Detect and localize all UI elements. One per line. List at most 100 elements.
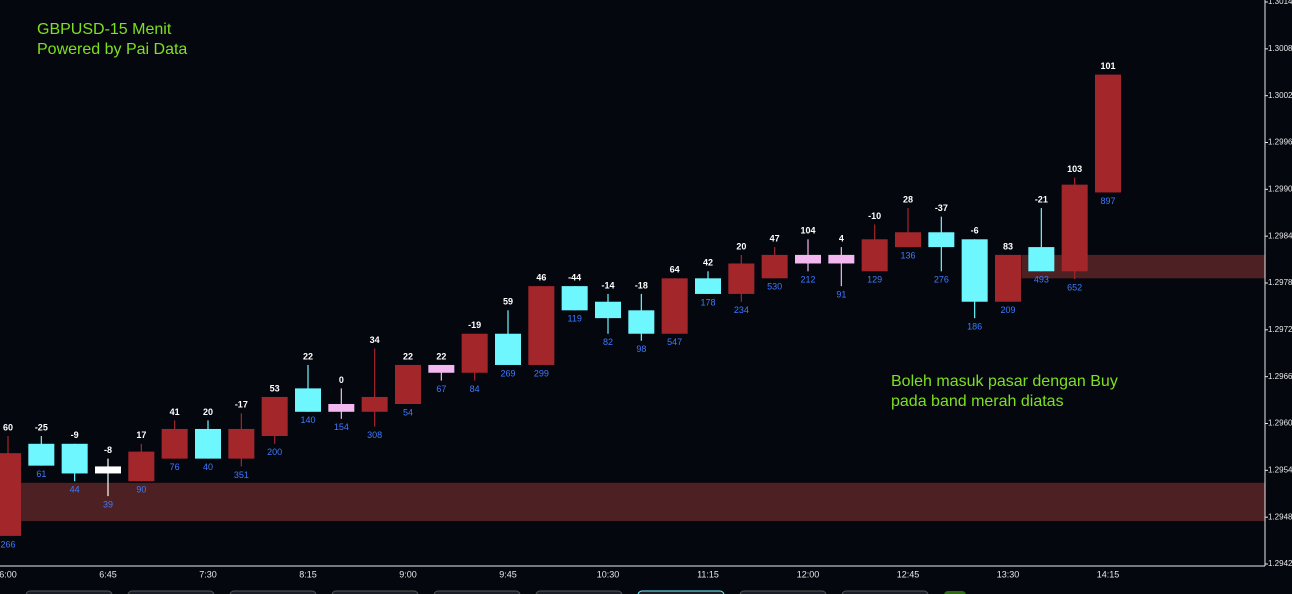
candle-body [461, 333, 488, 373]
x-tick-label: 7:30 [199, 569, 217, 579]
delta-label: 42 [703, 258, 713, 268]
x-tick-label: 13:30 [997, 569, 1020, 579]
candle-body [195, 428, 221, 459]
x-tick-label: 6:00 [0, 569, 17, 579]
candle-body [295, 388, 321, 412]
toolbar-button[interactable] [535, 590, 623, 594]
volume-label: 212 [800, 275, 815, 285]
volume-label: 351 [234, 470, 249, 480]
toolbar-button[interactable] [229, 590, 317, 594]
delta-label: 101 [1100, 61, 1115, 71]
volume-label: 61 [36, 469, 46, 479]
volume-label: 200 [267, 447, 282, 457]
volume-label: 652 [1067, 282, 1082, 292]
volume-label: 54 [403, 407, 413, 417]
y-tick-label: 1.2984 [1268, 231, 1292, 240]
price-zone [0, 482, 1265, 522]
y-tick-label: 1.3014 [1268, 0, 1292, 6]
delta-label: -37 [935, 203, 948, 213]
delta-label: -25 [35, 422, 48, 432]
volume-label: 493 [1034, 275, 1049, 285]
delta-label: -18 [635, 280, 648, 290]
volume-label: 530 [767, 282, 782, 292]
candle-body [328, 403, 355, 412]
y-tick-label: 1.2966 [1268, 372, 1292, 381]
volume-label: 44 [70, 485, 80, 495]
delta-label: -14 [601, 280, 614, 290]
delta-label: 59 [503, 297, 513, 307]
volume-label: 186 [967, 322, 982, 332]
candle-body [761, 254, 788, 279]
x-tick-label: 11:15 [697, 569, 719, 579]
candle-body [595, 301, 621, 319]
annotation: pada band merah diatas [891, 393, 1064, 410]
toolbar-button[interactable] [637, 590, 725, 594]
x-tick-label: 9:00 [399, 569, 417, 579]
volume-label: 98 [636, 344, 646, 354]
volume-label: 299 [534, 368, 549, 378]
candle-body [1061, 184, 1088, 272]
delta-label: -8 [104, 445, 112, 455]
volume-label: 82 [603, 337, 613, 347]
toolbar-button[interactable] [127, 590, 215, 594]
toolbar-button[interactable] [331, 590, 419, 594]
candle-body [0, 453, 21, 536]
delta-label: 41 [170, 407, 180, 417]
candle-body [628, 310, 655, 334]
delta-label: 60 [3, 422, 13, 432]
delta-label: 53 [270, 383, 280, 393]
delta-label: 28 [903, 194, 913, 204]
volume-label: 547 [667, 337, 682, 347]
candle-body [728, 263, 755, 294]
x-tick-label: 6:45 [99, 569, 117, 579]
delta-label: 22 [403, 351, 413, 361]
candle-body [828, 254, 855, 264]
candle-body [895, 232, 921, 248]
candle-body [495, 333, 521, 365]
candle-body [395, 364, 421, 404]
toolbar-button[interactable] [739, 590, 827, 594]
y-tick-label: 1.2972 [1268, 325, 1292, 334]
volume-label: 209 [1000, 305, 1015, 315]
delta-label: 0 [339, 375, 344, 385]
toolbar-button[interactable] [433, 590, 521, 594]
candle-body [995, 254, 1021, 302]
delta-label: -10 [868, 211, 881, 221]
volume-label: 308 [367, 430, 382, 440]
chart-subtitle: Powered by Pai Data [37, 41, 187, 58]
y-tick-label: 1.3002 [1268, 91, 1292, 100]
delta-label: -9 [71, 430, 79, 440]
delta-label: 17 [136, 430, 146, 440]
volume-label: 276 [934, 275, 949, 285]
volume-label: 90 [136, 485, 146, 495]
delta-label: 22 [303, 351, 313, 361]
x-tick-label: 12:00 [797, 569, 820, 579]
candle-body [1028, 247, 1055, 272]
delta-label: 22 [436, 351, 446, 361]
candle-body [95, 466, 121, 474]
candle-body [661, 278, 688, 334]
candle-body [161, 428, 188, 459]
volume-label: 40 [203, 462, 213, 472]
delta-label: -6 [971, 226, 979, 236]
delta-label: 103 [1067, 164, 1082, 174]
toolbar-button[interactable] [944, 591, 966, 594]
volume-label: 136 [900, 250, 915, 260]
delta-label: 20 [203, 407, 213, 417]
candle-body [428, 364, 455, 373]
volume-label: 178 [700, 297, 715, 307]
delta-label: 34 [370, 335, 380, 345]
y-tick-label: 1.2996 [1268, 138, 1292, 147]
y-tick-label: 1.2990 [1268, 184, 1292, 193]
toolbar-button[interactable] [25, 590, 113, 594]
delta-label: -21 [1035, 194, 1048, 204]
y-tick-label: 1.2954 [1268, 465, 1292, 474]
y-tick-label: 1.3008 [1268, 44, 1292, 53]
x-tick-label: 9:45 [499, 569, 517, 579]
toolbar-button[interactable] [841, 590, 929, 594]
candle-body [261, 396, 288, 436]
volume-label: 154 [334, 422, 349, 432]
candles: 60266-2561-944-839179041762040-173515320… [0, 61, 1121, 549]
